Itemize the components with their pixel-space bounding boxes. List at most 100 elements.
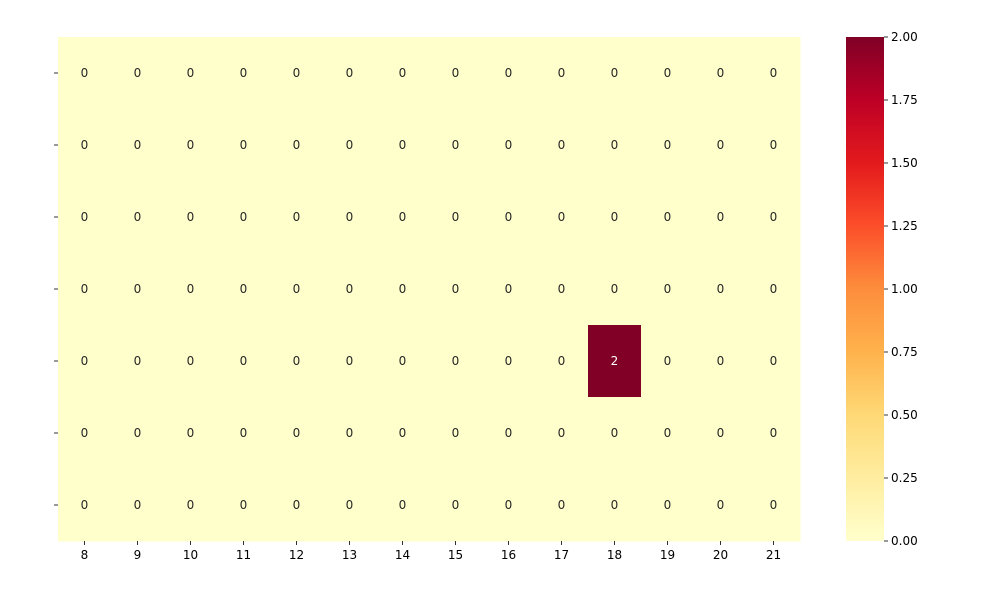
heatmap-cell xyxy=(641,109,695,182)
cell-value-label: 0 xyxy=(505,498,513,512)
heatmap-cell xyxy=(588,109,642,182)
cell-value-label: 0 xyxy=(134,498,142,512)
heatmap-cell xyxy=(217,181,271,254)
x-tick-label: 14 xyxy=(395,548,410,562)
cell-value-label: 0 xyxy=(770,66,778,80)
cell-value-label: 0 xyxy=(452,282,460,296)
heatmap-cell xyxy=(376,397,430,470)
heatmap-cell xyxy=(164,397,218,470)
x-tick-label: 13 xyxy=(342,548,357,562)
cell-value-label: 0 xyxy=(558,66,566,80)
heatmap-cell xyxy=(323,469,377,542)
heatmap-cell xyxy=(641,253,695,326)
cell-value-label: 0 xyxy=(452,66,460,80)
heatmap-cell xyxy=(694,181,748,254)
cell-value-label: 0 xyxy=(187,210,195,224)
cell-value-label: 0 xyxy=(293,426,301,440)
x-tick-label: 19 xyxy=(660,548,675,562)
cell-value-label: 0 xyxy=(134,210,142,224)
heatmap-cell xyxy=(641,37,695,110)
x-axis: 8 9 10 11 12 13 14 15 16 17 18 19 20 21 xyxy=(81,541,781,562)
cell-value-label: 0 xyxy=(611,426,619,440)
colorbar-tick-label: 2.00 xyxy=(891,30,918,44)
heatmap-cells xyxy=(58,37,801,542)
heatmap-cell xyxy=(217,253,271,326)
heatmap-cell xyxy=(535,181,589,254)
cell-value-label: 0 xyxy=(293,66,301,80)
heatmap-cell xyxy=(747,325,801,398)
heatmap-cell xyxy=(111,181,165,254)
cell-value-label: 0 xyxy=(81,282,89,296)
heatmap-cell xyxy=(164,109,218,182)
heatmap-cell xyxy=(376,253,430,326)
cell-value-label: 0 xyxy=(399,498,407,512)
heatmap-cell xyxy=(270,181,324,254)
heatmap-cell xyxy=(376,109,430,182)
colorbar-tick-label: 1.25 xyxy=(891,219,918,233)
cell-value-label: 0 xyxy=(293,210,301,224)
cell-value-label: 0 xyxy=(399,138,407,152)
cell-value-label: 0 xyxy=(558,210,566,224)
cell-value-label: 0 xyxy=(611,138,619,152)
cell-value-label: 0 xyxy=(611,498,619,512)
heatmap-cell xyxy=(588,37,642,110)
cell-value-label: 0 xyxy=(558,138,566,152)
cell-value-label: 0 xyxy=(240,66,248,80)
heatmap-cell xyxy=(164,181,218,254)
cell-value-label: 0 xyxy=(717,210,725,224)
heatmap-cell xyxy=(535,109,589,182)
cell-value-label: 0 xyxy=(558,498,566,512)
heatmap-cell xyxy=(323,253,377,326)
heatmap-cell xyxy=(694,325,748,398)
heatmap-cell xyxy=(111,469,165,542)
cell-value-label: 0 xyxy=(399,282,407,296)
colorbar-tick-label: 1.50 xyxy=(891,156,918,170)
heatmap-cell xyxy=(164,325,218,398)
heatmap-cell xyxy=(641,325,695,398)
cell-value-label: 0 xyxy=(81,354,89,368)
cell-value-label: 0 xyxy=(81,426,89,440)
heatmap-cell xyxy=(217,469,271,542)
heatmap-cell xyxy=(747,397,801,470)
cell-value-label: 0 xyxy=(664,210,672,224)
cell-value-label: 0 xyxy=(770,282,778,296)
y-axis xyxy=(54,72,58,506)
cell-value-label: 0 xyxy=(346,354,354,368)
heatmap-cell xyxy=(217,325,271,398)
cell-value-label: 0 xyxy=(770,354,778,368)
x-tick-label: 9 xyxy=(134,548,142,562)
heatmap-cell xyxy=(217,397,271,470)
cell-value-label: 0 xyxy=(717,138,725,152)
cell-value-label: 0 xyxy=(240,426,248,440)
heatmap-cell xyxy=(58,109,112,182)
cell-value-label: 0 xyxy=(505,354,513,368)
heatmap-cell xyxy=(58,37,112,110)
x-tick-label: 20 xyxy=(713,548,728,562)
heatmap-cell xyxy=(111,109,165,182)
heatmap-cell xyxy=(217,109,271,182)
cell-value-label: 0 xyxy=(452,426,460,440)
cell-value-label: 0 xyxy=(240,138,248,152)
cell-value-label: 0 xyxy=(399,354,407,368)
heatmap-cell xyxy=(588,325,642,398)
cell-value-label: 0 xyxy=(505,210,513,224)
cell-value-label: 0 xyxy=(558,354,566,368)
heatmap-cell xyxy=(482,109,536,182)
cell-value-label: 0 xyxy=(664,282,672,296)
heatmap-cell xyxy=(164,253,218,326)
cell-value-label: 0 xyxy=(770,210,778,224)
cell-value-label: 0 xyxy=(770,138,778,152)
heatmap-cell xyxy=(111,325,165,398)
heatmap-cell xyxy=(429,469,483,542)
heatmap-cell xyxy=(376,325,430,398)
cell-value-label: 0 xyxy=(664,138,672,152)
heatmap-cell xyxy=(270,469,324,542)
cell-value-label: 0 xyxy=(399,66,407,80)
heatmap-cell xyxy=(270,109,324,182)
heatmap-cell xyxy=(747,109,801,182)
heatmap-cell xyxy=(376,37,430,110)
heatmap-cell xyxy=(588,181,642,254)
cell-value-label: 0 xyxy=(664,354,672,368)
